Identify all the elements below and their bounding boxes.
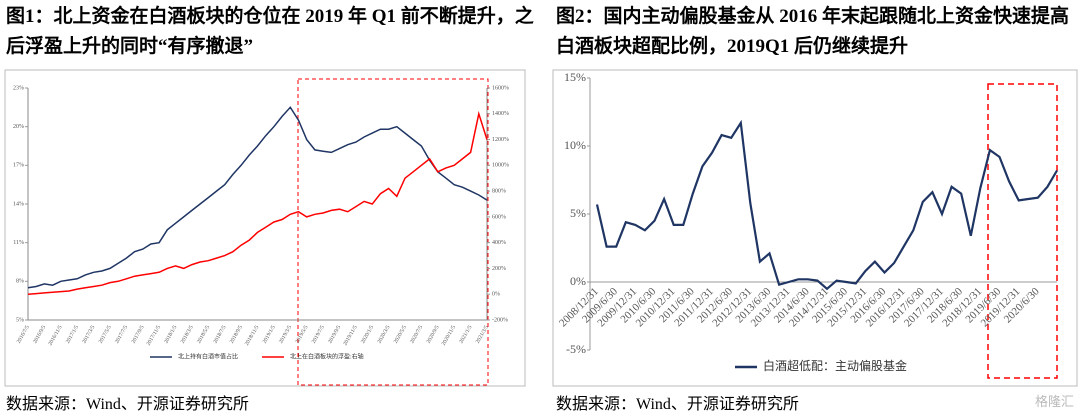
- y-tick-label: 10%: [564, 138, 586, 152]
- x-tick-label: 2020/5/5: [393, 324, 408, 344]
- highlight-box: [297, 78, 489, 386]
- source: 数据来源：Wind、开源证券研究所: [6, 396, 249, 413]
- y-tick-label: 0%: [570, 274, 586, 288]
- y-tick-label: 14%: [13, 201, 24, 207]
- y-tick-label: 15%: [564, 70, 586, 84]
- y2-tick-label: 200%: [492, 266, 506, 272]
- legend-label: 北上持有白酒市值占比: [178, 352, 238, 360]
- x-tick-label: 2021/1/5: [458, 324, 473, 344]
- chart-title: 图1：北上资金在白酒板块的仓位在 2019 年 Q1 前不断提升，之后浮盈上升的…: [6, 6, 534, 57]
- y2-tick-label: 1600%: [492, 85, 509, 91]
- x-tick-label: 2020/1/5: [360, 324, 375, 344]
- x-tick-label: 2018/1/5: [163, 324, 178, 344]
- y-tick-label: 5%: [16, 317, 24, 323]
- x-tick-label: 2020/11/5: [441, 324, 457, 346]
- x-tick-label: 2017/11/5: [146, 324, 162, 346]
- chart-title: 图2：国内主动偏股基金从 2016 年末起跟随北上资金快速提高白酒板块超配比例，…: [556, 6, 1070, 57]
- line-series: [27, 110, 488, 295]
- y-tick-label: 5%: [570, 206, 586, 220]
- y2-tick-label: 800%: [492, 188, 506, 194]
- x-tick-label: 2018/5/5: [196, 324, 211, 344]
- x-tick-label: 2017/7/5: [114, 324, 129, 344]
- x-tick-label: 2021/3/5: [475, 324, 490, 344]
- x-tick-label: 2019/9/5: [327, 324, 342, 344]
- y2-tick-label: 1200%: [492, 137, 509, 143]
- source: 数据来源：Wind、开源证券研究所: [556, 396, 799, 413]
- x-tick-label: 2018/3/5: [180, 324, 195, 344]
- legend-label: 白酒超低配：主动偏股基金: [763, 358, 907, 373]
- line-series: [27, 106, 488, 289]
- legend-label: 北上在白酒板块的浮盈:右轴: [290, 352, 364, 360]
- x-tick-label: 2017/5/5: [98, 324, 113, 344]
- y2-tick-label: 600%: [492, 214, 506, 220]
- line-series: [595, 119, 1058, 291]
- watermark: 格隆汇: [1035, 394, 1074, 409]
- y-tick-label: 17%: [13, 163, 24, 169]
- x-tick-label: 2016/9/5: [32, 324, 47, 344]
- y2-tick-label: -200%: [492, 317, 508, 323]
- x-tick-label: 2016/7/5: [16, 324, 31, 344]
- x-tick-label: 2016/11/5: [47, 324, 63, 346]
- y2-tick-label: 1400%: [492, 111, 509, 117]
- x-tick-label: 2019/1/5: [262, 324, 277, 344]
- y2-tick-label: 1000%: [492, 163, 509, 169]
- y-tick-label: 11%: [13, 240, 24, 246]
- y2-tick-label: 0%: [492, 292, 500, 298]
- x-tick-label: 2017/3/5: [81, 324, 96, 344]
- y-tick-label: 20%: [13, 124, 24, 130]
- x-tick-label: 2017/1/5: [65, 324, 80, 344]
- chart-frame: [4, 69, 526, 387]
- x-tick-label: 2020/3/5: [376, 324, 391, 344]
- x-tick-label: 2018/11/5: [244, 324, 260, 346]
- y-tick-label: 8%: [16, 279, 24, 285]
- chart-frame: [552, 69, 1078, 387]
- y-tick-label: -5%: [566, 342, 586, 356]
- x-tick-label: 2019/3/5: [278, 324, 293, 344]
- highlight-box: [987, 83, 1058, 379]
- x-tick-label: 2019/11/5: [342, 324, 358, 346]
- x-tick-label: 2018/7/5: [213, 324, 228, 344]
- x-tick-label: 2018/9/5: [229, 324, 244, 344]
- x-tick-label: 2019/5/5: [295, 324, 310, 344]
- x-tick-label: 2020/7/5: [409, 324, 424, 344]
- x-tick-label: 2017/9/5: [131, 324, 146, 344]
- x-tick-label: 2020/9/5: [426, 324, 441, 344]
- y-tick-label: 23%: [13, 85, 24, 91]
- x-tick-label: 2019/7/5: [311, 324, 326, 344]
- y2-tick-label: 400%: [492, 240, 506, 246]
